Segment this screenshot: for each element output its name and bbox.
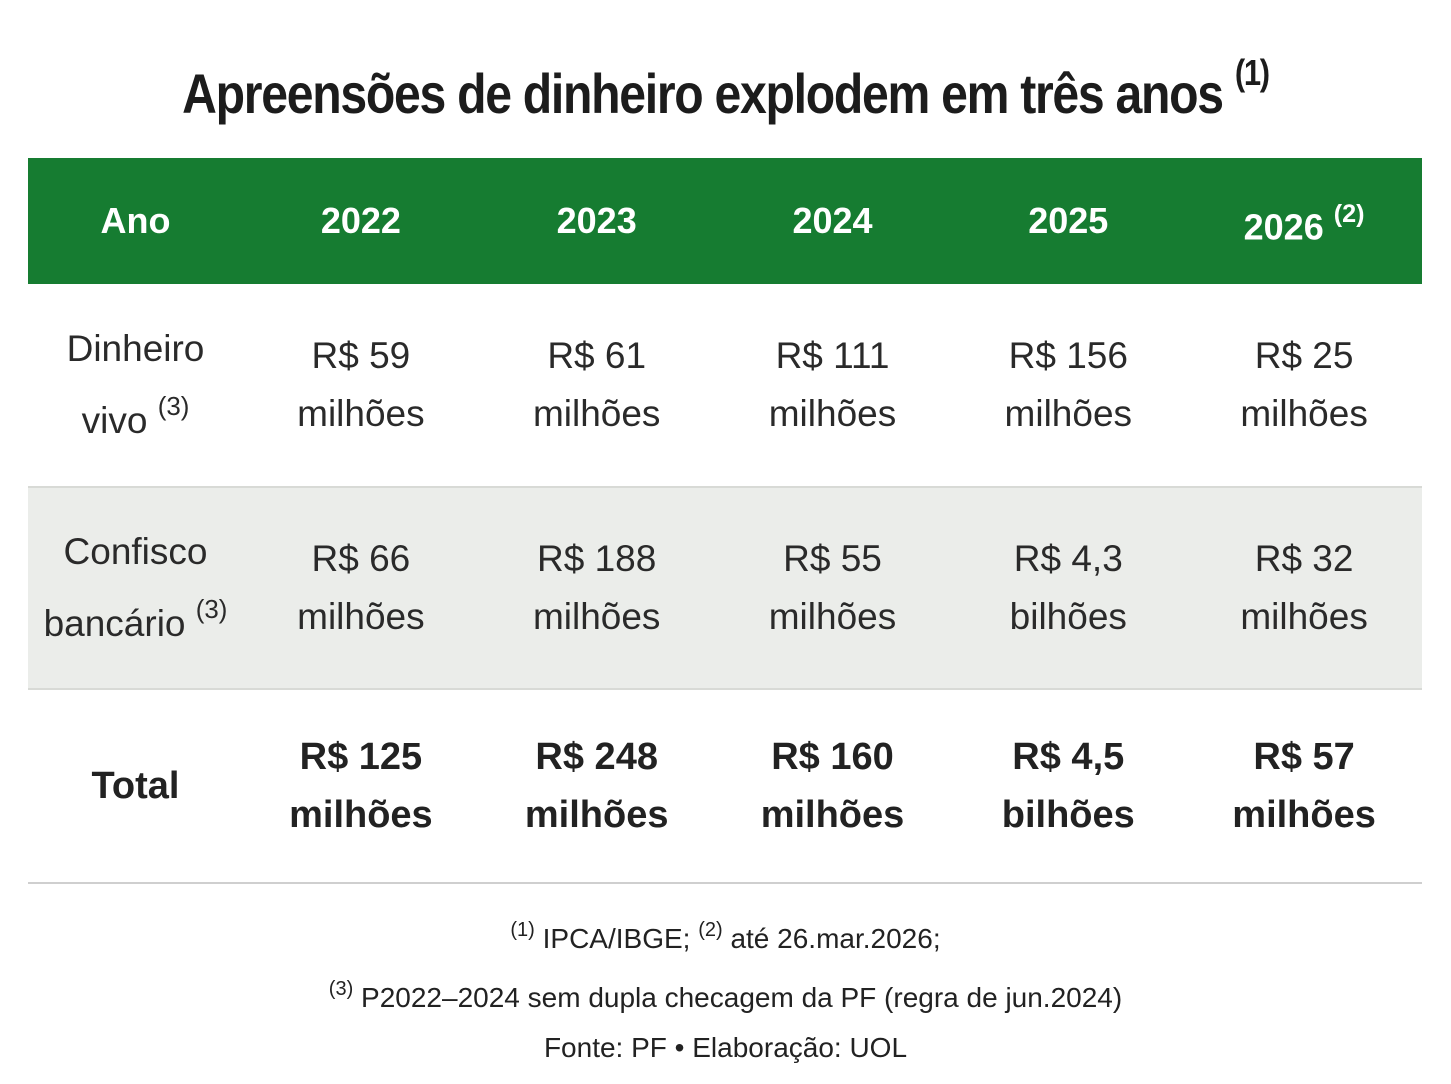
cell-line: milhões xyxy=(1232,794,1376,836)
cell-line: milhões xyxy=(1240,596,1368,637)
footnote-marker: (1) xyxy=(510,919,535,941)
cell-line: R$ 55 xyxy=(783,538,882,579)
header-label: 2026 xyxy=(1243,206,1324,248)
cell-line: R$ 160 xyxy=(771,736,894,778)
cell-line: milhões xyxy=(768,393,897,434)
table-cell: R$ 4,5 bilhões xyxy=(950,728,1186,844)
table-row: Confisco bancário (3) R$ 66 milhões R$ 188 mi… xyxy=(28,486,1422,690)
cell-line: milhões xyxy=(760,794,905,836)
table-cell: R$ 156 milhões xyxy=(950,327,1186,443)
header-cell: 2025 xyxy=(950,192,1186,250)
title-text: Apreensões de dinheiro explodem em três … xyxy=(182,62,1224,125)
data-table: Ano 2022 2023 2024 2025 2026 (2) Dinheiro vivo … xyxy=(28,158,1422,884)
cell-line: milhões xyxy=(532,393,661,434)
title-footnote-marker: (1) xyxy=(1234,52,1270,93)
cell-line: R$ 4,3 xyxy=(1013,538,1123,579)
row-footnote-marker: (3) xyxy=(157,392,190,421)
row-label-wrap: Total xyxy=(28,757,243,815)
cell-line: R$ 188 xyxy=(537,538,657,579)
header-row: Ano 2022 2023 2024 2025 2026 (2) xyxy=(28,158,1422,284)
cell-line: R$ 248 xyxy=(535,736,658,778)
header-cell: 2022 xyxy=(243,192,479,250)
cell-line: milhões xyxy=(297,596,425,637)
footnote-marker: (3) xyxy=(328,978,354,1000)
cell-line: R$ 66 xyxy=(311,538,411,579)
footnote-text: IPCA/IBGE; xyxy=(542,923,691,954)
footnote-text: até 26.mar.2026; xyxy=(730,923,941,954)
cell-line: bilhões xyxy=(1001,794,1135,836)
row-label-line: Total xyxy=(91,765,180,807)
footnote-line-1: (1) IPCA/IBGE; (2) até 26.mar.2026; xyxy=(0,905,1451,964)
cell-line: R$ 25 xyxy=(1254,335,1354,376)
cell-line: milhões xyxy=(297,393,425,434)
table-cell: R$ 188 milhões xyxy=(479,530,715,646)
header-label: 2023 xyxy=(556,200,637,241)
row-label-wrap: vivo (3) xyxy=(28,378,243,450)
row-label-line: Confisco xyxy=(63,530,208,572)
table-cell: R$ 248 milhões xyxy=(479,728,715,844)
cell-line: bilhões xyxy=(1009,596,1127,637)
header-label: 2022 xyxy=(320,200,401,241)
cell-line: milhões xyxy=(768,596,897,637)
footnotes: (1) IPCA/IBGE; (2) até 26.mar.2026; (3) … xyxy=(0,905,1451,1073)
cell-line: R$ 156 xyxy=(1008,335,1128,376)
table-cell: R$ 59 milhões xyxy=(243,327,479,443)
row-label: Confisco bancário (3) xyxy=(28,523,243,653)
row-label-wrap: Dinheiro xyxy=(28,320,243,378)
cell-line: R$ 57 xyxy=(1253,736,1355,778)
cell-line: R$ 111 xyxy=(775,335,890,376)
footnote-text: P2022–2024 sem dupla checagem da PF (reg… xyxy=(361,982,1123,1013)
source-line: Fonte: PF • Elaboração: UOL xyxy=(543,1032,908,1063)
table-cell: R$ 66 milhões xyxy=(243,530,479,646)
table-cell: R$ 25 milhões xyxy=(1186,327,1422,443)
table-cell: R$ 32 milhões xyxy=(1186,530,1422,646)
table-row: Total R$ 125 milhões R$ 248 milhões R$ 160 mil… xyxy=(28,690,1422,884)
row-label: Dinheiro vivo (3) xyxy=(28,320,243,450)
table-cell: R$ 61 milhões xyxy=(479,327,715,443)
header-cell: 2024 xyxy=(715,192,951,250)
row-label-line: Dinheiro xyxy=(66,327,205,369)
row-label-wrap: Confisco xyxy=(28,523,243,581)
cell-line: R$ 32 xyxy=(1254,538,1354,579)
cell-line: R$ 4,5 xyxy=(1012,736,1125,778)
header-label: 2024 xyxy=(792,200,873,241)
footnote-line-2: (3) P2022–2024 sem dupla checagem da PF … xyxy=(0,964,1451,1023)
table-cell: R$ 4,3 bilhões xyxy=(950,530,1186,646)
table-cell: R$ 111 milhões xyxy=(715,327,951,443)
cell-line: milhões xyxy=(532,596,661,637)
header-cell: 2026 (2) xyxy=(1186,185,1422,257)
header-footnote-marker: (2) xyxy=(1333,200,1365,229)
cell-line: milhões xyxy=(524,794,669,836)
table-cell: R$ 125 milhões xyxy=(243,728,479,844)
row-label-line: vivo xyxy=(81,400,148,442)
row-label-wrap: bancário (3) xyxy=(28,581,243,653)
header-label: 2025 xyxy=(1028,200,1109,241)
table-cell: R$ 160 milhões xyxy=(715,728,951,844)
cell-line: R$ 59 xyxy=(311,335,411,376)
cell-line: milhões xyxy=(1004,393,1133,434)
footnote-marker: (2) xyxy=(698,919,723,941)
header-label: Ano xyxy=(100,200,171,241)
row-label: Total xyxy=(28,757,243,815)
cell-line: milhões xyxy=(1240,393,1368,434)
table-cell: R$ 57 milhões xyxy=(1186,728,1422,844)
cell-line: milhões xyxy=(289,794,433,836)
row-footnote-marker: (3) xyxy=(195,595,228,624)
header-cell: Ano xyxy=(28,192,243,250)
header-cell: 2023 xyxy=(479,192,715,250)
cell-line: R$ 61 xyxy=(547,335,647,376)
table-cell: R$ 55 milhões xyxy=(715,530,951,646)
cell-line: R$ 125 xyxy=(299,736,423,778)
chart-title: Apreensões de dinheiro explodem em três … xyxy=(102,52,1350,126)
table-row: Dinheiro vivo (3) R$ 59 milhões R$ 61 milhões… xyxy=(28,284,1422,486)
row-label-line: bancário xyxy=(43,603,186,645)
